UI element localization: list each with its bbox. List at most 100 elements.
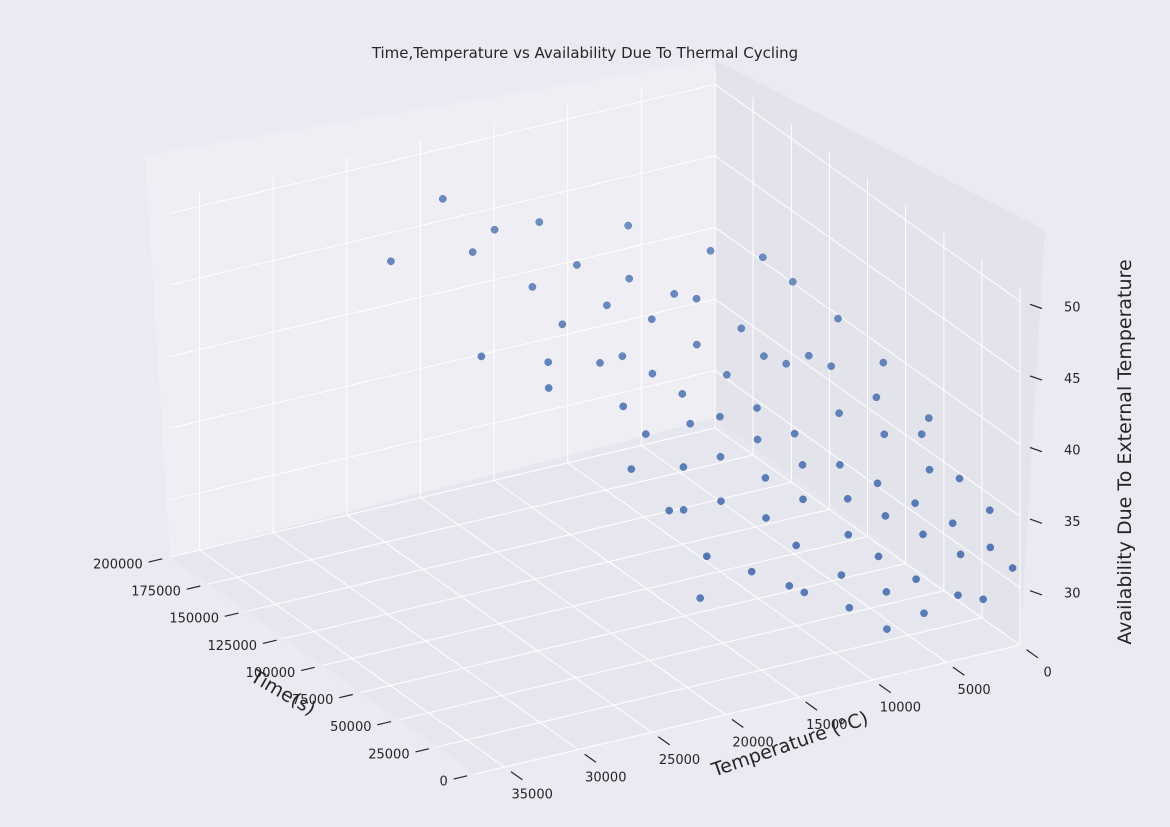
time-tick-label: 25000 [368,747,409,762]
scatter-point [836,460,844,469]
scatter-point [619,402,628,411]
temp-tick-label: 0 [1044,666,1052,681]
tick-labels: 0250005000075000100000125000150000175000… [93,300,1080,802]
z-axis-label: Availability Due To External Temperature [1114,259,1136,644]
scatter-point [920,609,928,618]
scatter-point [782,359,791,368]
floor-grid-time [398,590,944,721]
time-tick-label: 200000 [93,557,143,572]
scatter-point [827,362,836,371]
temp-tick-label: 25000 [659,753,700,768]
scatter-point [948,519,957,528]
scatter-point [912,575,920,584]
scatter-point [843,494,852,503]
time-tick [415,748,430,753]
scatter-point [648,369,657,378]
scatter-point [762,514,770,522]
scatter-point [596,359,604,367]
scatter-point [911,499,919,508]
scatter-point [696,594,705,602]
scatter-point [692,294,701,303]
temp-tick [584,753,597,763]
scatter-point [641,430,650,438]
time-tick [148,558,163,563]
scatter-point [804,351,813,360]
scatter-point [544,384,553,392]
time-tick-label: 125000 [207,639,257,654]
temp-tick [1026,649,1039,659]
scatter-point [798,461,807,469]
chart-title: Time,Temperature vs Availability Due To … [371,44,798,62]
scatter-point [706,246,715,255]
scatter-point [692,340,701,349]
left-wall-grid-z [169,227,716,357]
scatter-point [837,571,846,579]
scatter-point [627,465,636,473]
floor-grid-time [169,427,716,558]
scatter-point [716,412,724,421]
scatter-point [800,588,809,597]
floor-grid-temp [420,497,726,716]
scatter-point [979,595,988,604]
z-tick [1029,303,1043,310]
scatter-point [625,274,634,283]
scatter-point [790,429,799,438]
time-tick-label: 75000 [292,693,333,708]
scatter-point [468,248,477,256]
temp-tick-label: 20000 [732,735,773,750]
z-tick [1029,375,1043,381]
z-tick-label: 40 [1064,444,1081,459]
scatter-point [1008,564,1017,572]
floor-grid-temp [493,479,800,698]
left-wall-grid-z [169,298,716,429]
time-tick [453,775,468,780]
scatter-point [872,393,881,402]
temp-tick [878,684,891,694]
scatter-point [954,591,962,600]
z-tick [1029,518,1043,524]
scatter-point [686,419,695,428]
time-tick-label: 150000 [169,612,219,627]
time-tick-label: 50000 [330,720,371,735]
scatter-point [834,314,842,323]
scatter-point [737,324,746,333]
time-tick [339,693,353,699]
scatter-point [835,409,843,418]
scatter-point [702,552,711,561]
scatter-point [788,277,797,286]
floor-grid-temp [272,532,579,751]
right-wall-grid-z [714,155,1021,374]
z-tick-label: 30 [1064,587,1081,602]
right-wall-grid-z [714,227,1021,445]
scatter-point [716,452,725,461]
scatter-point [753,435,762,444]
scatter-point [760,352,768,360]
floor-grid-time [474,644,1021,775]
scatter-point [883,625,891,633]
scatter-point [624,221,633,230]
time-tick [377,721,392,726]
scatter-point [618,352,627,361]
temp-tick [657,736,671,746]
scatter-point [722,370,731,379]
z-tick-label: 35 [1064,515,1081,530]
z-tick-label: 45 [1064,372,1081,387]
z-tick [1029,590,1043,596]
scatter-point [845,603,854,612]
scatter-point [387,257,395,266]
scatter-point [792,541,801,550]
temp-tick [952,666,965,676]
axes-panes [145,60,1045,774]
time-tick-label: 100000 [246,666,296,681]
scatter-point [799,495,807,504]
temp-tick-label: 35000 [512,788,553,803]
scatter-point [758,253,767,262]
scatter-point [665,506,674,515]
right-wall-grid-z [714,298,1021,517]
scatter-point [881,512,890,520]
data-points [387,195,1017,633]
left-wall-grid-z [169,83,716,214]
tick-marks [148,303,1043,781]
floor-grid-temp [641,444,947,663]
